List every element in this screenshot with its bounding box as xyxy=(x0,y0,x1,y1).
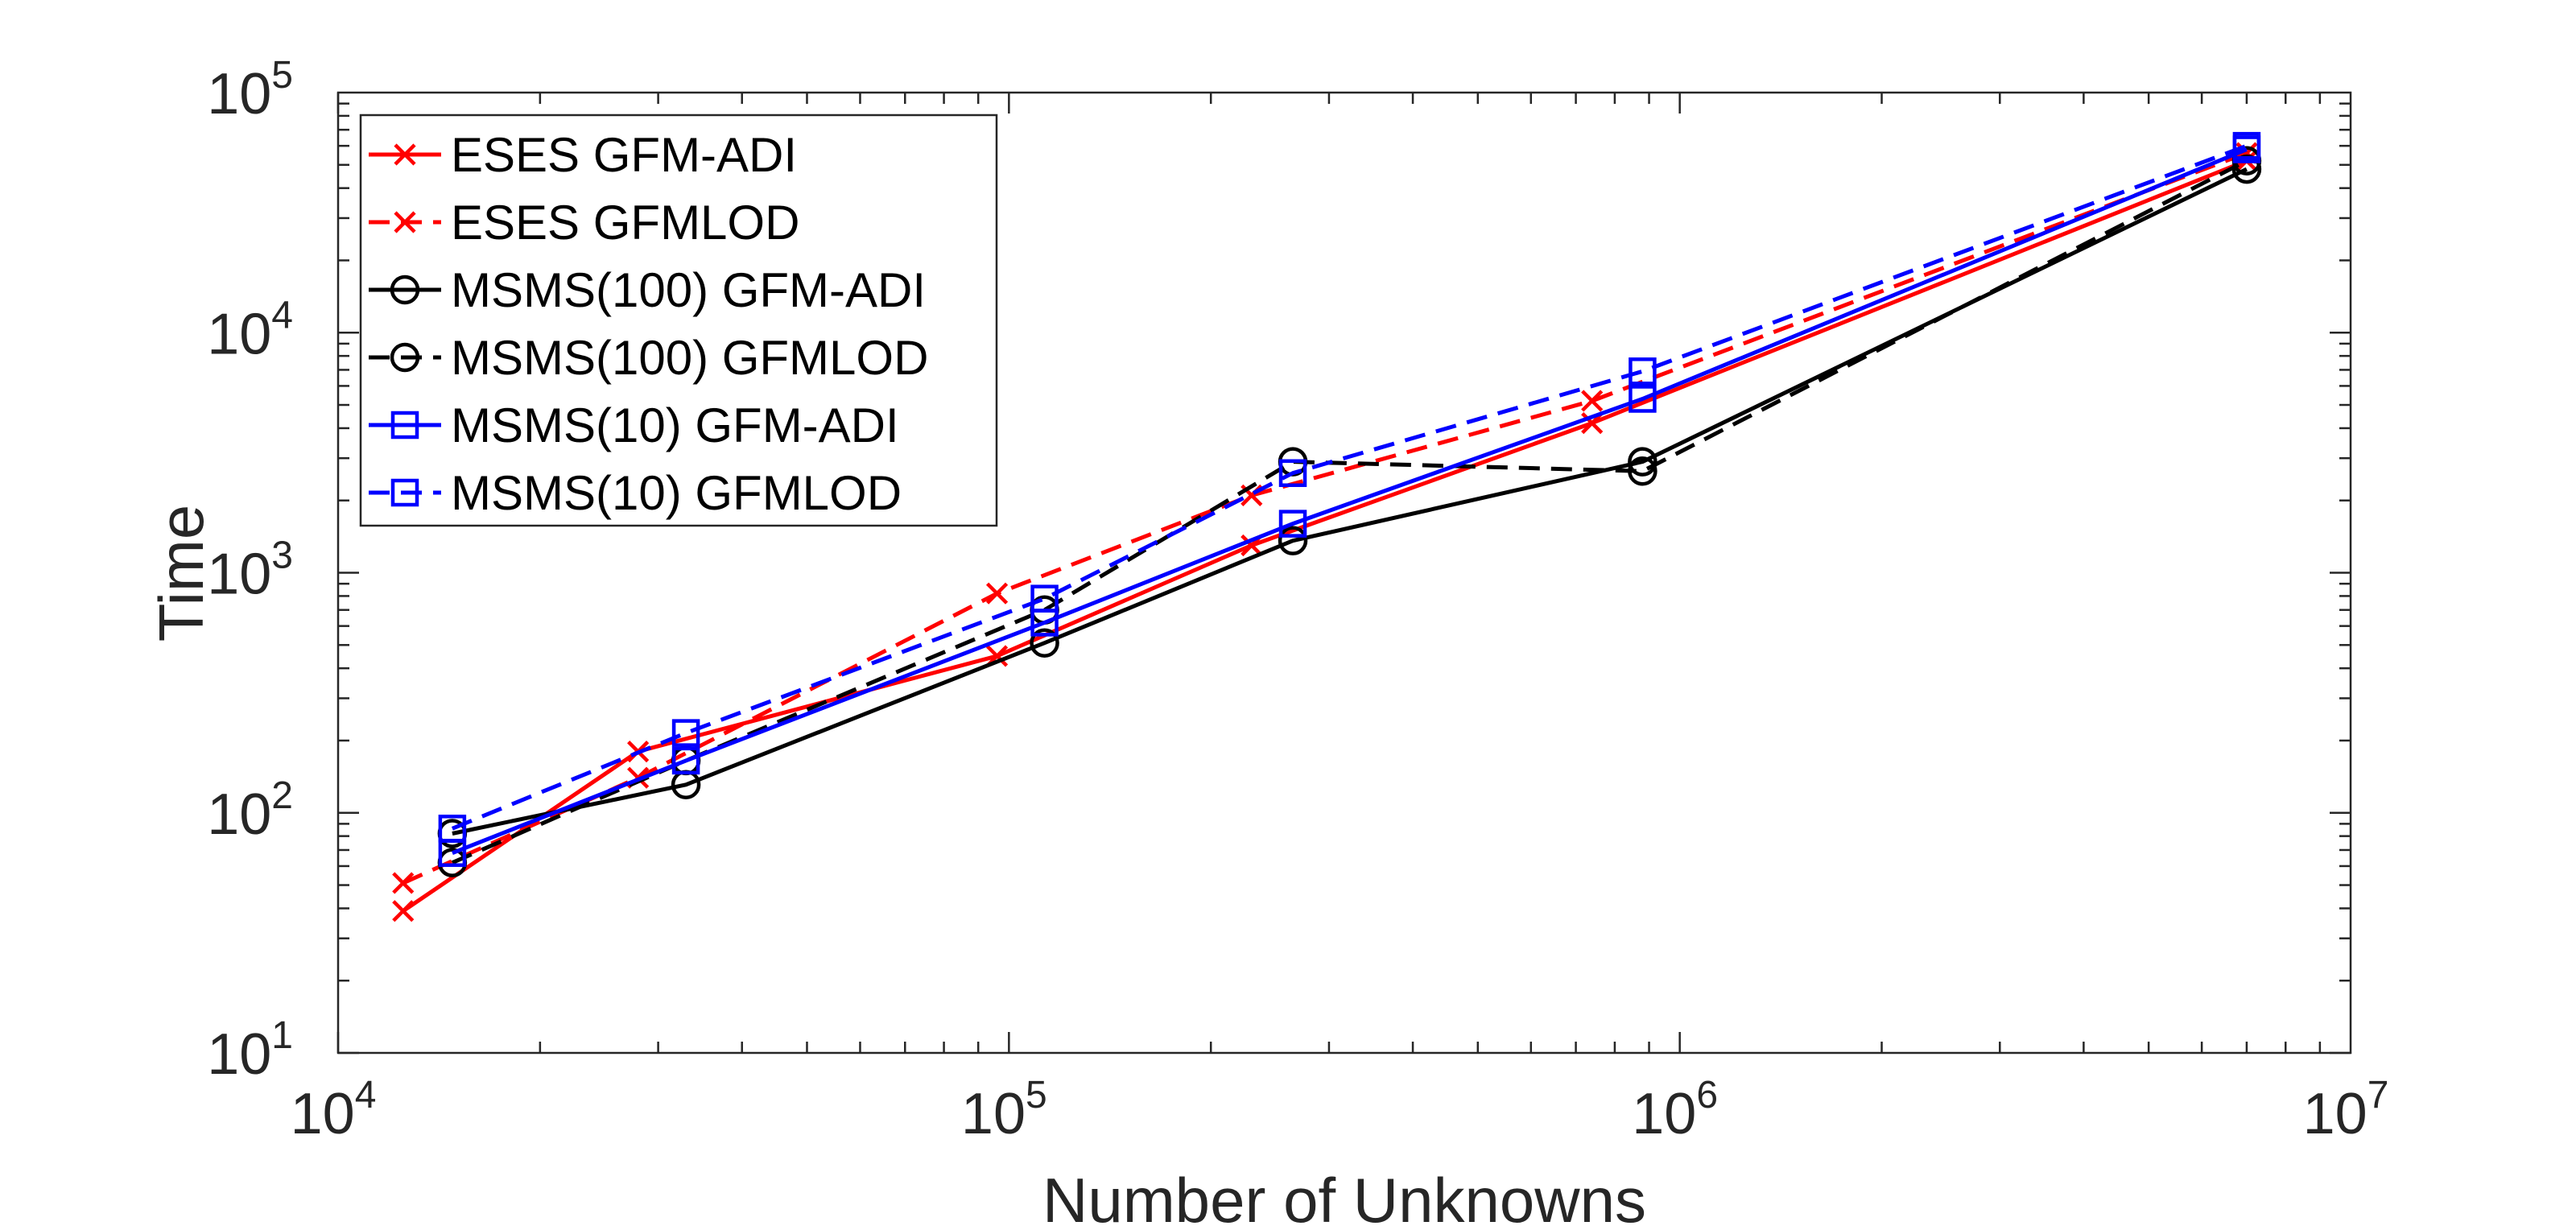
data-point-series-2 xyxy=(1581,390,1604,412)
data-point-series-3 xyxy=(1628,447,1657,477)
y-tick-label: 103 xyxy=(207,535,293,607)
legend: ESES GFM-ADI ESES GFMLOD MSMS(100) GFM-ADI… xyxy=(359,114,998,527)
data-point-series-6 xyxy=(671,719,700,747)
x-tick-label: 105 xyxy=(961,1074,1047,1146)
data-point-series-5 xyxy=(1278,510,1307,538)
series-line-3 xyxy=(452,167,2248,836)
legend-marker-3 xyxy=(390,274,420,305)
legend-marker-6 xyxy=(390,478,419,507)
plot-frame xyxy=(336,91,2352,1055)
y-tick-label: 102 xyxy=(207,774,293,847)
x-tick-labels: 104 105 106 107 xyxy=(291,1074,2389,1146)
y-axis-label: Time xyxy=(146,505,217,642)
data-point-series-3 xyxy=(1278,526,1308,555)
legend-box xyxy=(359,114,998,527)
tick-marks xyxy=(336,93,2351,1055)
data-point-series-2 xyxy=(985,582,1009,605)
series-lines xyxy=(392,131,2262,922)
x-tick-label: 104 xyxy=(291,1074,377,1146)
legend-label-4: MSMS(100) GFMLOD xyxy=(451,331,928,385)
data-point-series-6 xyxy=(1030,584,1059,613)
data-point-series-2 xyxy=(392,872,415,894)
series-line-2 xyxy=(402,151,2248,885)
legend-marker-4 xyxy=(390,342,420,373)
series-line-6 xyxy=(451,143,2248,831)
legend-marker-2 xyxy=(394,211,416,233)
series-line-1 xyxy=(402,159,2248,913)
data-point-series-1 xyxy=(392,900,415,922)
legend-marker-5 xyxy=(390,411,419,440)
data-point-series-6 xyxy=(438,815,467,843)
x-tick-label: 106 xyxy=(1632,1074,1718,1146)
data-point-series-6 xyxy=(1278,459,1307,487)
y-tick-label: 105 xyxy=(207,54,293,126)
legend-label-6: MSMS(10) GFMLOD xyxy=(451,466,902,520)
x-axis-label: Number of Unknowns xyxy=(1042,1165,1646,1230)
data-point-series-6 xyxy=(1629,357,1657,386)
data-point-series-5 xyxy=(671,746,700,775)
legend-marker-1 xyxy=(394,143,416,166)
series-line-5 xyxy=(451,147,2248,856)
data-point-series-3 xyxy=(1030,628,1059,658)
data-point-series-5 xyxy=(1629,385,1657,413)
data-point-series-4 xyxy=(1628,456,1657,486)
data-point-series-6 xyxy=(2232,131,2261,160)
legend-label-3: MSMS(100) GFM-ADI xyxy=(451,263,926,317)
legend-label-5: MSMS(10) GFM-ADI xyxy=(451,398,899,452)
x-tick-label: 107 xyxy=(2303,1074,2389,1146)
y-tick-labels: 101 102 103 104 105 xyxy=(207,54,293,1087)
legend-label-2: ESES GFMLOD xyxy=(451,196,799,250)
y-tick-label: 104 xyxy=(207,294,293,366)
legend-label-1: ESES GFM-ADI xyxy=(451,128,797,182)
y-tick-label: 101 xyxy=(207,1014,293,1087)
